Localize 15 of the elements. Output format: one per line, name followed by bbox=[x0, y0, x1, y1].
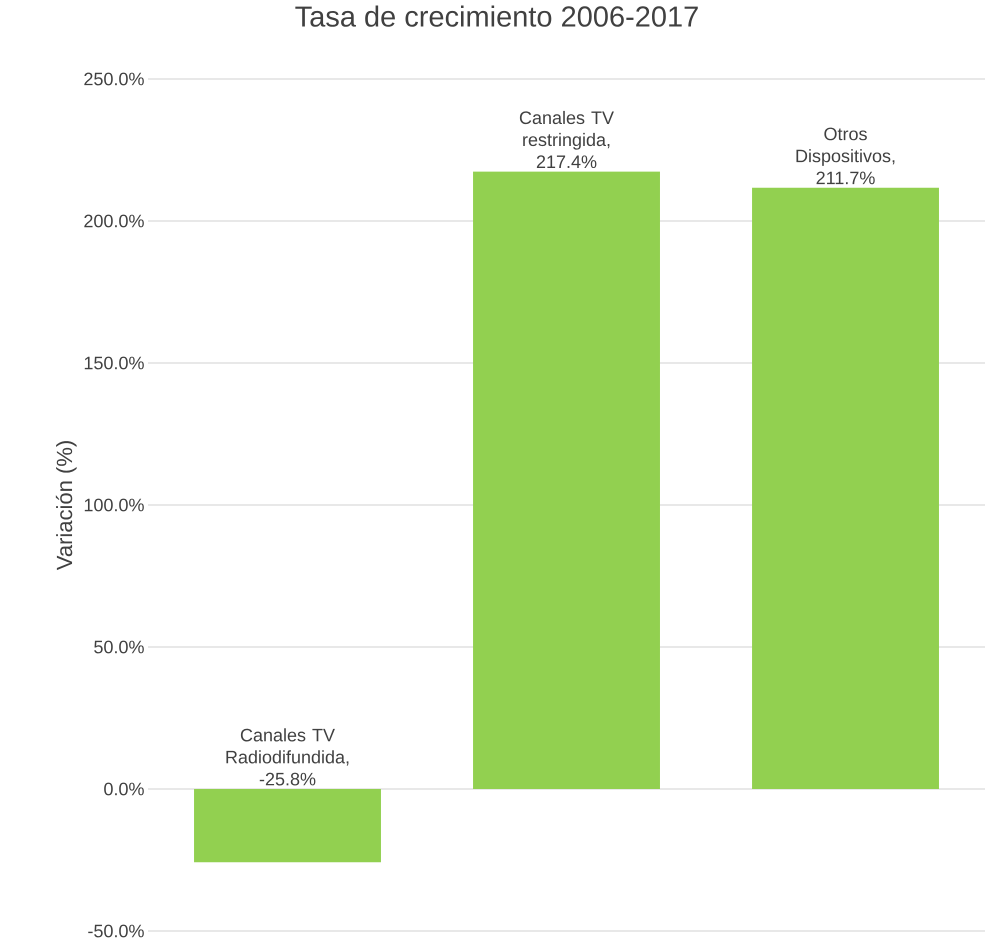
chart-title: Tasa de crecimiento 2006-2017 bbox=[295, 6, 698, 27]
y-tick-label: 0.0% bbox=[104, 782, 144, 796]
y-tick-label: 250.0% bbox=[84, 72, 144, 86]
data-label: Canales TV restringida, 217.4% bbox=[520, 110, 614, 168]
y-axis-title: Variación (%) bbox=[56, 441, 77, 570]
data-label: Otros Dispositivos, 211.7% bbox=[796, 128, 894, 184]
y-tick-label: 150.0% bbox=[84, 356, 144, 370]
y-tick-label: 200.0% bbox=[84, 214, 144, 228]
bar bbox=[752, 188, 939, 789]
y-tick-label: -50.0% bbox=[88, 924, 144, 938]
y-tick-label: 50.0% bbox=[94, 640, 144, 654]
bar bbox=[473, 172, 660, 789]
data-label: Canales TV Radiodifundida, -25.8% bbox=[226, 728, 348, 786]
bar bbox=[194, 789, 381, 862]
y-tick-label: 100.0% bbox=[84, 498, 144, 512]
